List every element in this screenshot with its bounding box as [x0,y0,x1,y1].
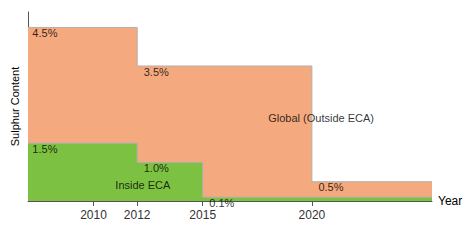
svg-text:Year: Year [438,194,462,208]
svg-text:Inside ECA: Inside ECA [115,179,171,191]
svg-text:4.5%: 4.5% [32,27,57,39]
svg-text:Sulphur Content: Sulphur Content [9,67,21,147]
svg-text:2015: 2015 [189,208,216,222]
svg-text:2012: 2012 [124,208,151,222]
svg-text:0.1%: 0.1% [209,197,234,209]
svg-text:0.5%: 0.5% [318,181,343,193]
svg-text:2010: 2010 [80,208,107,222]
svg-text:2020: 2020 [299,208,326,222]
svg-text:Global (Outside ECA): Global (Outside ECA) [268,112,374,124]
svg-text:1.0%: 1.0% [144,162,169,174]
svg-text:3.5%: 3.5% [144,66,169,78]
svg-text:1.5%: 1.5% [32,143,57,155]
